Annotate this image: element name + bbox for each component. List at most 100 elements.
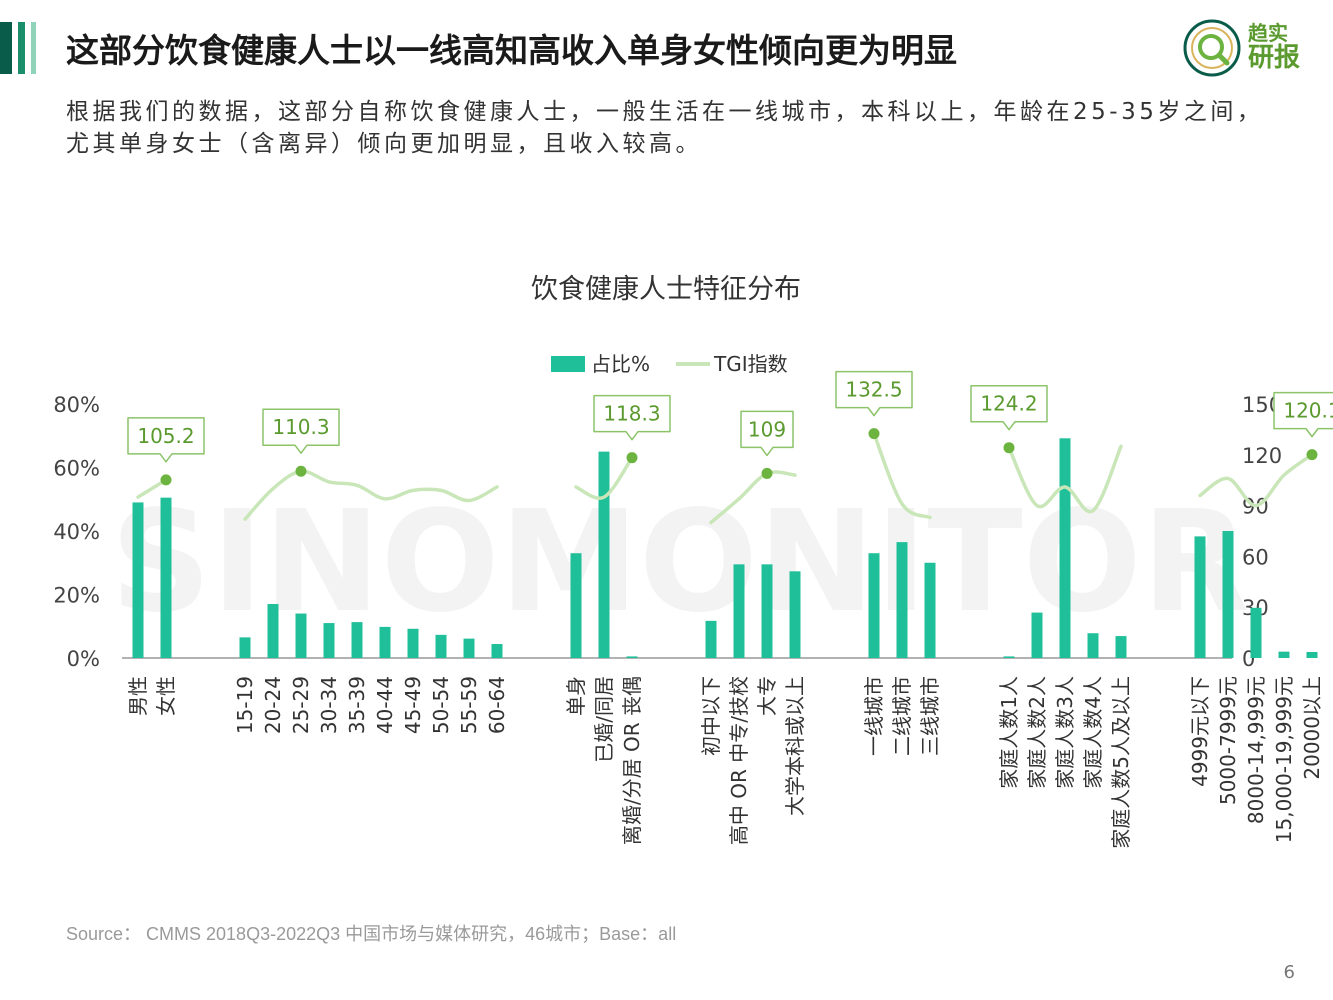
x-tick-label: 4999元以下 — [1188, 676, 1212, 787]
bar — [351, 622, 363, 658]
bar — [896, 542, 908, 658]
bar — [1003, 656, 1015, 658]
legend-label-line: TGI指数 — [713, 352, 788, 376]
tgi-callout-box — [127, 417, 205, 463]
title-accent-bar — [31, 22, 36, 74]
legend-bar-swatch — [551, 356, 585, 372]
x-tick-label: 家庭人数1人 — [997, 676, 1021, 789]
page-subtitle: 根据我们的数据，这部分自称饮食健康人士，一般生活在一线城市，本科以上，年龄在25… — [66, 99, 1264, 157]
x-tick-label: 家庭人数4人 — [1081, 676, 1105, 789]
bar — [132, 502, 144, 658]
x-tick-label: 男性 — [126, 676, 150, 716]
bar-series — [132, 438, 1318, 658]
tgi-marker — [160, 474, 172, 486]
y-left-tick-label: 60% — [53, 457, 100, 481]
bar — [463, 638, 475, 658]
tgi-line — [574, 455, 634, 500]
x-tick-label: 初中以下 — [699, 676, 723, 756]
x-tick-label: 大学本科或以上 — [783, 676, 807, 816]
x-tick-label: 二线城市 — [890, 676, 914, 756]
bar — [570, 553, 582, 658]
tgi-marker — [626, 452, 638, 464]
tgi-line — [709, 470, 797, 525]
tgi-callout-box — [835, 370, 913, 417]
x-tick-label: 家庭人数5人及以上 — [1109, 676, 1133, 849]
tgi-callout-label: 105.2 — [137, 424, 194, 448]
tgi-callout-label: 109 — [748, 417, 786, 441]
bar — [435, 634, 447, 658]
y-left-tick-label: 80% — [53, 393, 100, 417]
x-tick-label: 一线城市 — [862, 676, 886, 756]
page-number: 6 — [1283, 962, 1295, 983]
x-axis-labels: 男性 女性 15-19 20-24 25-29 30-34 35-39 40-44 45-49 5… — [126, 676, 1324, 849]
bar — [733, 564, 745, 658]
bar — [1306, 651, 1318, 658]
legend-label-bar: 占比% — [591, 352, 650, 376]
tgi-line-series — [136, 431, 1314, 525]
bar — [761, 564, 773, 658]
bar — [239, 637, 251, 658]
x-tick-label: 40-44 — [373, 676, 397, 734]
tgi-line — [872, 431, 932, 520]
tgi-callout-box — [970, 384, 1048, 431]
tgi-callout-label: 118.3 — [603, 402, 660, 426]
x-tick-label: 已婚/同居 — [592, 676, 616, 763]
bar — [1222, 531, 1234, 658]
tgi-line — [243, 469, 499, 521]
x-tick-label: 女性 — [154, 676, 178, 716]
tgi-callout-label: 110.3 — [272, 415, 329, 439]
title-accent-bar — [18, 22, 25, 74]
tgi-callout-label: 124.2 — [980, 392, 1037, 416]
bar — [267, 604, 279, 658]
x-tick-label: 离婚/分居 OR 丧偶 — [620, 676, 644, 845]
x-tick-label: 50-54 — [429, 676, 453, 734]
watermark-text: SINOMONITOR — [110, 481, 1249, 644]
bar — [1194, 536, 1206, 658]
x-tick-label: 25-29 — [289, 676, 313, 734]
source-note: Source： CMMS 2018Q3-2022Q3 中国市场与媒体研究，46城… — [66, 924, 677, 944]
tgi-line — [1198, 452, 1314, 508]
x-tick-label: 35-39 — [345, 676, 369, 734]
tgi-marker — [868, 428, 880, 440]
bar — [1250, 607, 1262, 658]
bar — [626, 656, 638, 658]
x-tick-label: 60-64 — [485, 676, 509, 734]
bar — [598, 451, 610, 658]
tgi-line — [1007, 444, 1123, 514]
logo-line-1: 趋实 — [1248, 21, 1288, 45]
tgi-marker — [1003, 442, 1015, 454]
bar — [379, 626, 391, 658]
logo-line-2: 研报 — [1248, 43, 1301, 73]
logo-text: 趋实 研报 — [1248, 22, 1300, 73]
x-tick-label: 15-19 — [233, 676, 257, 734]
tgi-callout-box — [740, 410, 794, 457]
x-tick-label: 5000-7999元 — [1216, 676, 1240, 805]
x-tick-label: 15,000-19,999元 — [1272, 676, 1296, 843]
bar — [491, 644, 503, 658]
tgi-callout-box — [262, 408, 340, 454]
chart-title: 饮食健康人士特征分布 — [531, 274, 801, 305]
x-tick-label: 20000以上 — [1300, 676, 1324, 780]
bar — [1059, 438, 1071, 658]
bar — [705, 620, 717, 658]
tgi-marker — [295, 465, 307, 477]
x-tick-label: 三线城市 — [918, 676, 942, 756]
tgi-callout-label: 132.5 — [845, 378, 902, 402]
x-tick-label: 8000-14,999元 — [1244, 676, 1268, 824]
tgi-callout-box — [1273, 391, 1333, 438]
bar — [295, 613, 307, 658]
tgi-marker — [1306, 449, 1318, 461]
bar — [924, 562, 936, 658]
y-right-tick-label: 60 — [1242, 545, 1269, 569]
y-left-tick-label: 40% — [53, 520, 100, 544]
tgi-callout-box — [593, 394, 671, 441]
bar — [323, 623, 335, 658]
x-tick-label: 家庭人数3人 — [1053, 676, 1077, 789]
brand-logo: 趋实 研报 — [1182, 18, 1317, 80]
x-tick-label: 30-34 — [317, 676, 341, 734]
chart-legend: 占比% TGI指数 — [551, 352, 788, 376]
y-left-tick-label: 0% — [67, 647, 100, 671]
bar — [160, 497, 172, 658]
bar — [1278, 651, 1290, 658]
